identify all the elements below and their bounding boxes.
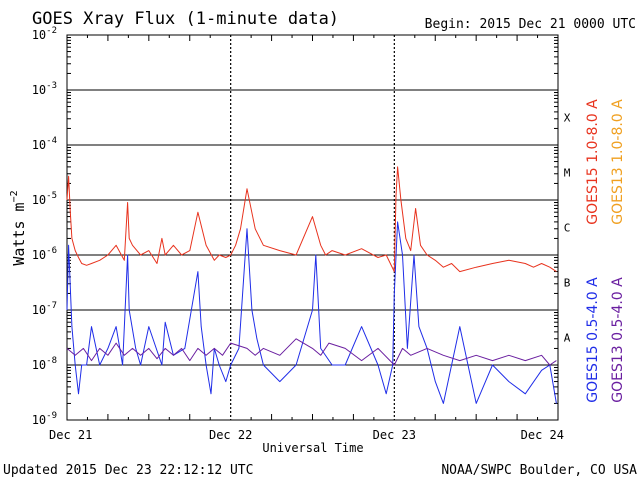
source-credit: NOAA/SWPC Boulder, CO USA: [441, 463, 637, 478]
y-tick-exponent: -3: [46, 81, 57, 91]
y-tick-base: 10: [32, 138, 46, 152]
flare-class-C: C: [564, 222, 571, 235]
flare-class-M: M: [564, 167, 571, 180]
y-tick-base: 10: [32, 83, 46, 97]
y-tick-base: 10: [32, 193, 46, 207]
grid-lines: [67, 35, 558, 420]
y-tick-base: 10: [32, 358, 46, 372]
y-tick-label: 10-5: [32, 191, 57, 207]
y-tick-base: 10: [32, 303, 46, 317]
x-axis-ticks: Dec 21 Dec 22 Dec 23 Dec 24: [49, 35, 564, 442]
legend-entry: GOES13 0.5-4.0 A: [610, 277, 626, 403]
legend-entry: GOES15 0.5-4.0 A: [585, 277, 601, 403]
y-tick-base: 10: [32, 248, 46, 262]
chart-title: GOES Xray Flux (1-minute data): [32, 9, 339, 29]
y-tick-label: 10-2: [32, 26, 57, 42]
y-tick-exponent: -9: [46, 411, 57, 421]
x-tick-label: Dec 22: [209, 428, 252, 442]
series-line-0: [66, 166, 557, 273]
series-line-1: [66, 221, 557, 404]
y-tick-label: 10-6: [32, 246, 57, 262]
y-tick-exponent: -7: [46, 301, 57, 311]
y-tick-exponent: -2: [46, 26, 57, 36]
y-tick-label: 10-7: [32, 301, 57, 317]
y-tick-exponent: -4: [46, 136, 57, 146]
x-tick-label: Dec 24: [521, 428, 564, 442]
x-tick-label: Dec 21: [49, 428, 92, 442]
plot-frame: [66, 34, 559, 421]
y-tick-exponent: -5: [46, 191, 57, 201]
y-axis-label-sup: −2: [9, 190, 20, 202]
updated-timestamp: Updated 2015 Dec 23 22:12:12 UTC: [3, 463, 253, 478]
y-tick-base: 10: [32, 28, 46, 42]
y-tick-label: 10-9: [32, 411, 57, 427]
y-axis-label: Watts m−2: [9, 190, 28, 265]
y-tick-label: 10-4: [32, 136, 57, 152]
svg-text:Watts m−2: Watts m−2: [9, 190, 28, 265]
x-axis-label: Universal Time: [262, 441, 363, 455]
begin-time: Begin: 2015 Dec 21 0000 UTC: [425, 17, 636, 32]
flare-class-X: X: [564, 112, 571, 125]
y-tick-base: 10: [32, 413, 46, 427]
y-axis-ticks: 10-210-310-410-510-610-710-810-9: [32, 26, 558, 427]
series-line-2: [66, 338, 557, 366]
y-tick-label: 10-8: [32, 356, 57, 372]
flare-class-B: B: [564, 277, 571, 290]
legend-entry: GOES13 1.0-8.0 A: [610, 99, 626, 225]
series-lines: [66, 166, 557, 404]
flare-class-A: A: [564, 332, 571, 345]
y-tick-exponent: -8: [46, 356, 57, 366]
legend: GOES15 1.0-8.0 A GOES13 1.0-8.0 A GOES15 0…: [585, 99, 626, 403]
y-axis-label-main: Watts m: [10, 202, 28, 265]
x-tick-label: Dec 23: [373, 428, 416, 442]
y-tick-exponent: -6: [46, 246, 57, 256]
flare-class-labels: X M C B A: [564, 112, 571, 345]
y-tick-label: 10-3: [32, 81, 57, 97]
legend-entry: GOES15 1.0-8.0 A: [585, 99, 601, 225]
